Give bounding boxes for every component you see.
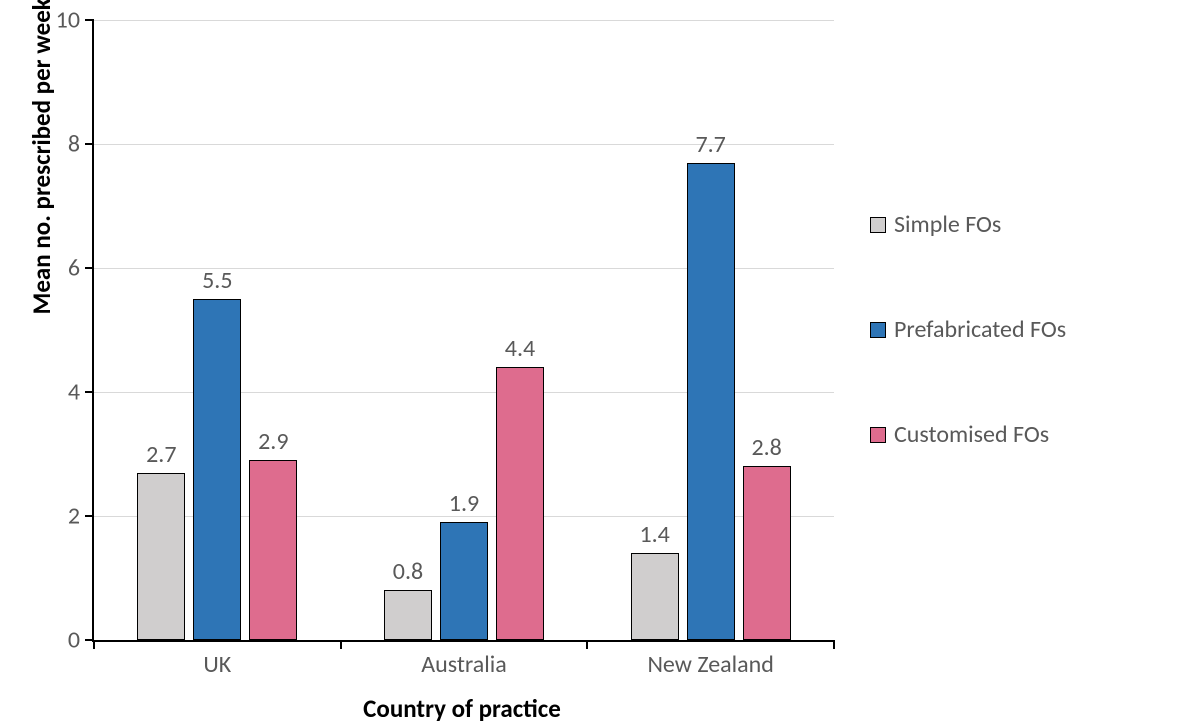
bar-value-label: 1.4 <box>639 520 669 549</box>
x-tick <box>340 640 342 649</box>
bar-value-label: 0.8 <box>393 557 423 586</box>
legend-label: Prefabricated FOs <box>894 315 1066 344</box>
bar <box>384 590 432 640</box>
bar-value-label: 1.9 <box>449 489 479 518</box>
y-tick-label: 6 <box>68 254 80 283</box>
legend-label: Simple FOs <box>894 210 1001 239</box>
bar <box>193 299 241 640</box>
y-tick <box>85 515 94 517</box>
y-tick <box>85 391 94 393</box>
x-category-label: UK <box>203 650 231 679</box>
legend-swatch <box>870 322 886 338</box>
bar <box>743 466 791 640</box>
x-axis-title: Country of practice <box>363 693 561 724</box>
x-tick <box>586 640 588 649</box>
x-tick <box>93 640 95 649</box>
bar-value-label: 4.4 <box>505 334 535 363</box>
bar-value-label: 7.7 <box>695 130 725 159</box>
y-tick <box>85 19 94 21</box>
y-tick <box>85 267 94 269</box>
x-category-label: New Zealand <box>647 650 773 679</box>
bar <box>496 367 544 640</box>
y-tick-label: 4 <box>68 378 80 407</box>
gridline <box>94 20 834 21</box>
bar <box>440 522 488 640</box>
bar <box>687 163 735 640</box>
bar-value-label: 2.8 <box>751 433 781 462</box>
legend-item: Prefabricated FOs <box>870 315 1170 344</box>
bar-value-label: 2.7 <box>146 440 176 469</box>
plot-area: 0246810UK2.75.52.9Australia0.81.94.4New … <box>92 20 834 642</box>
y-tick-label: 2 <box>68 502 80 531</box>
legend-swatch <box>870 427 886 443</box>
y-tick-label: 0 <box>68 626 80 655</box>
bar-value-label: 5.5 <box>202 266 232 295</box>
legend-item: Simple FOs <box>870 210 1170 239</box>
bar <box>249 460 297 640</box>
y-axis-title: Mean no. prescribed per week <box>26 0 57 315</box>
y-tick-label: 8 <box>68 130 80 159</box>
chart-container: Mean no. prescribed per week 0 2 4 6 8 10 UK 2.… <box>0 0 1181 722</box>
legend: Simple FOs Prefabricated FOs Customised FO… <box>870 210 1170 525</box>
bar-value-label: 2.9 <box>258 427 288 456</box>
legend-item: Customised FOs <box>870 420 1170 449</box>
legend-label: Customised FOs <box>894 420 1049 449</box>
legend-swatch <box>870 217 886 233</box>
x-tick <box>833 640 835 649</box>
bar <box>631 553 679 640</box>
bar <box>137 473 185 640</box>
x-category-label: Australia <box>421 650 507 679</box>
y-tick <box>85 143 94 145</box>
y-tick-label: 10 <box>56 6 80 35</box>
